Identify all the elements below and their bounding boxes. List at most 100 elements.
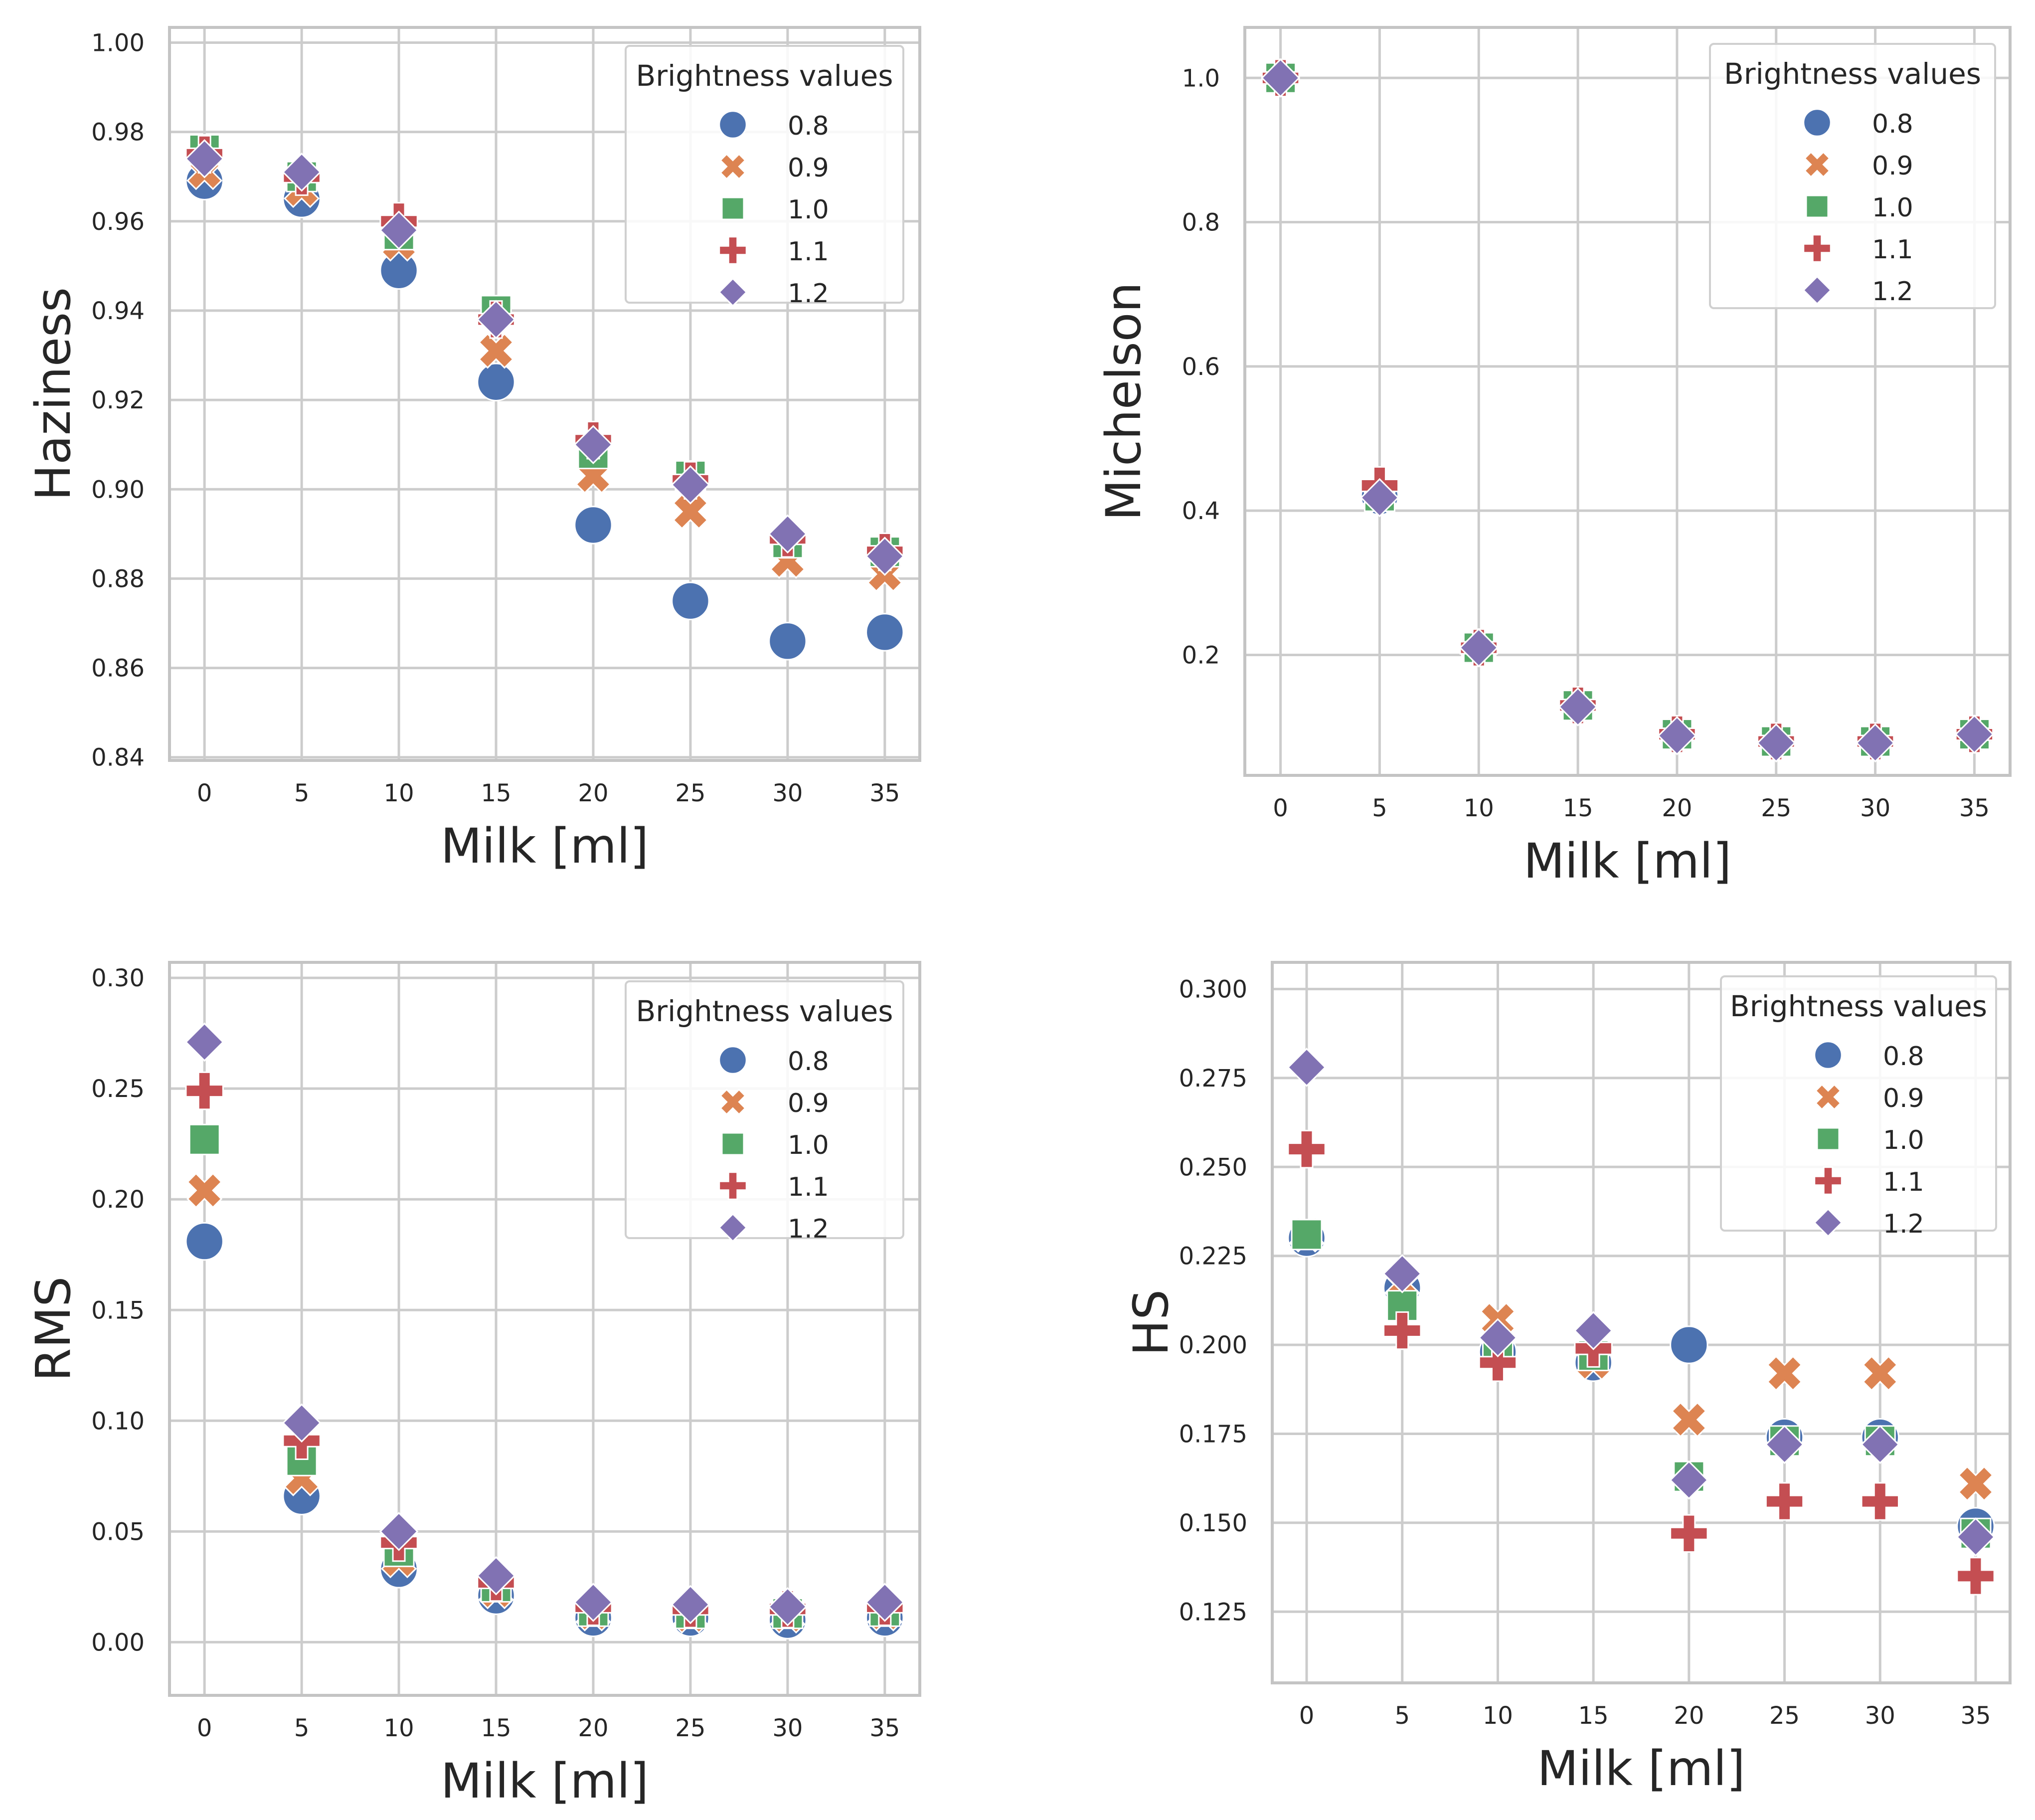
legend: Brightness values 0.8 0.9 1.0 1.1 1.2: [1720, 975, 1997, 1239]
y-tick-label: 0.94: [91, 297, 145, 325]
y-tick-label: 0.86: [91, 655, 145, 683]
legend-marker-plus: [718, 1171, 747, 1200]
y-tick-label: 0.125: [1179, 1598, 1247, 1626]
data-point-x: [1766, 1355, 1803, 1392]
x-tick-label: 30: [772, 1714, 803, 1742]
legend-entry-label: 1.0: [1883, 1125, 1924, 1155]
legend-entry-label: 0.8: [788, 111, 829, 141]
data-point-x: [1671, 1401, 1707, 1438]
legend-entry-label: 1.0: [788, 1130, 829, 1160]
legend: Brightness values 0.8 0.9 1.0 1.1 1.2: [1709, 43, 1996, 309]
y-tick-label: 0.96: [91, 208, 145, 236]
x-tick-label: 15: [481, 1714, 511, 1742]
data-points: [184, 1022, 905, 1639]
data-point-diamond: [1287, 1048, 1327, 1087]
data-point-diamond: [1657, 716, 1697, 755]
x-tick-label: 10: [384, 779, 414, 807]
data-point-diamond: [282, 1403, 322, 1443]
data-point-diamond: [1856, 723, 1895, 763]
data-point-diamond: [1860, 1425, 1900, 1464]
x-tick-label: 0: [197, 779, 212, 807]
legend-entry-label: 0.9: [788, 153, 829, 183]
y-tick-label: 0.300: [1179, 976, 1247, 1004]
data-point-plus: [1478, 1343, 1518, 1382]
legend-entry-label: 0.9: [1872, 151, 1913, 181]
x-axis-title: Milk [ml]: [441, 1753, 649, 1809]
legend-entry-label: 0.8: [788, 1047, 829, 1077]
x-tick-label: 10: [1483, 1702, 1513, 1730]
data-point-diamond: [379, 1512, 419, 1551]
legend-title: Brightness values: [636, 59, 893, 93]
y-tick-label: 0.250: [1179, 1153, 1247, 1181]
legend-box: [1720, 975, 1997, 1232]
data-point-plus: [185, 1071, 224, 1110]
plot-frame: [168, 961, 921, 1697]
x-tick-label: 35: [1959, 794, 1990, 822]
data-point-plus: [1765, 1482, 1804, 1521]
data-point-plus: [1670, 1514, 1708, 1553]
y-tick-label: 0.25: [91, 1075, 145, 1103]
legend-marker-diamond: [718, 277, 748, 307]
data-point-circle: [865, 613, 904, 652]
data-point-diamond: [1261, 58, 1300, 98]
data-point-plus: [1861, 1482, 1899, 1521]
x-tick-label: 0: [1299, 1702, 1315, 1730]
legend-marker-x: [1803, 151, 1831, 179]
legend-entry-label: 0.8: [1883, 1042, 1924, 1072]
y-tick-label: 0.175: [1179, 1420, 1247, 1448]
data-point-diamond: [671, 465, 710, 505]
data-point-diamond: [1459, 628, 1499, 668]
data-point-diamond: [1756, 723, 1796, 763]
data-point-x: [478, 333, 514, 369]
legend-entry-label: 1.1: [1883, 1167, 1924, 1197]
plot-frame: [168, 26, 921, 762]
data-point-x: [1957, 1465, 1994, 1502]
legend-marker-x: [719, 1088, 747, 1116]
x-tick-label: 0: [1273, 794, 1288, 822]
y-tick-label: 0.4: [1182, 497, 1220, 525]
x-tick-label: 15: [1578, 1702, 1609, 1730]
data-point-x: [1862, 1355, 1898, 1392]
y-tick-label: 0.00: [91, 1629, 145, 1656]
chart-panel-rms: 0 5 10 15 20 25 30 35 0.00 0.05 0.10 0.15 0.20 0.25 0.…: [25, 961, 921, 1809]
x-tick-label: 0: [197, 1714, 212, 1742]
x-tick-label: 25: [675, 779, 705, 807]
x-tick-label: 15: [481, 779, 511, 807]
x-tick-label: 20: [578, 1714, 608, 1742]
y-tick-label: 0.225: [1179, 1243, 1247, 1271]
x-tick-label: 5: [1372, 794, 1387, 822]
y-tick-label: 0.150: [1179, 1509, 1247, 1537]
data-point-circle: [574, 506, 613, 545]
legend-marker-x: [719, 153, 747, 181]
data-point-plus: [1956, 1557, 1995, 1596]
data-point-diamond: [184, 139, 224, 179]
legend-marker-plus: [718, 236, 747, 265]
chart-panel-michelson: 0 5 10 15 20 25 30 35 0.2 0.4 0.6 0.8 1.0 Milk [ml] Mi…: [1096, 26, 2012, 889]
data-points: [1261, 58, 1994, 763]
x-tick-label: 35: [869, 779, 900, 807]
data-point-diamond: [573, 425, 613, 464]
legend-marker-circle: [1803, 108, 1832, 137]
chart-panel-haziness: 0 5 10 15 20 25 30 35 0.84 0.86 0.88 0.90 0.92 0.94 0.…: [25, 26, 921, 874]
chart-panel-hs: 0 5 10 15 20 25 30 35 0.125 0.150 0.175 0.200 0.225 0…: [1123, 961, 2012, 1797]
legend-title: Brightness values: [636, 994, 893, 1028]
legend-marker-square: [721, 196, 745, 220]
y-axis-title: Michelson: [1096, 282, 1152, 521]
legend-marker-x: [1814, 1083, 1842, 1111]
data-point-diamond: [282, 152, 322, 192]
data-point-square: [188, 1123, 220, 1155]
x-axis-title: Milk [ml]: [441, 818, 649, 874]
data-points: [1287, 1048, 1996, 1596]
data-point-diamond: [1765, 1425, 1804, 1464]
legend: Brightness values 0.8 0.9 1.0 1.1 1.2: [625, 980, 904, 1244]
plot-frame: [1243, 26, 2012, 777]
x-tick-label: 35: [1960, 1702, 1991, 1730]
legend-marker-diamond: [1813, 1208, 1843, 1238]
legend-marker-diamond: [718, 1213, 748, 1243]
y-tick-label: 0.90: [91, 476, 145, 504]
y-tick-label: 0.15: [91, 1296, 145, 1324]
x-tick-label: 5: [294, 779, 310, 807]
data-point-diamond: [1382, 1254, 1422, 1293]
data-point-square: [1291, 1219, 1323, 1251]
